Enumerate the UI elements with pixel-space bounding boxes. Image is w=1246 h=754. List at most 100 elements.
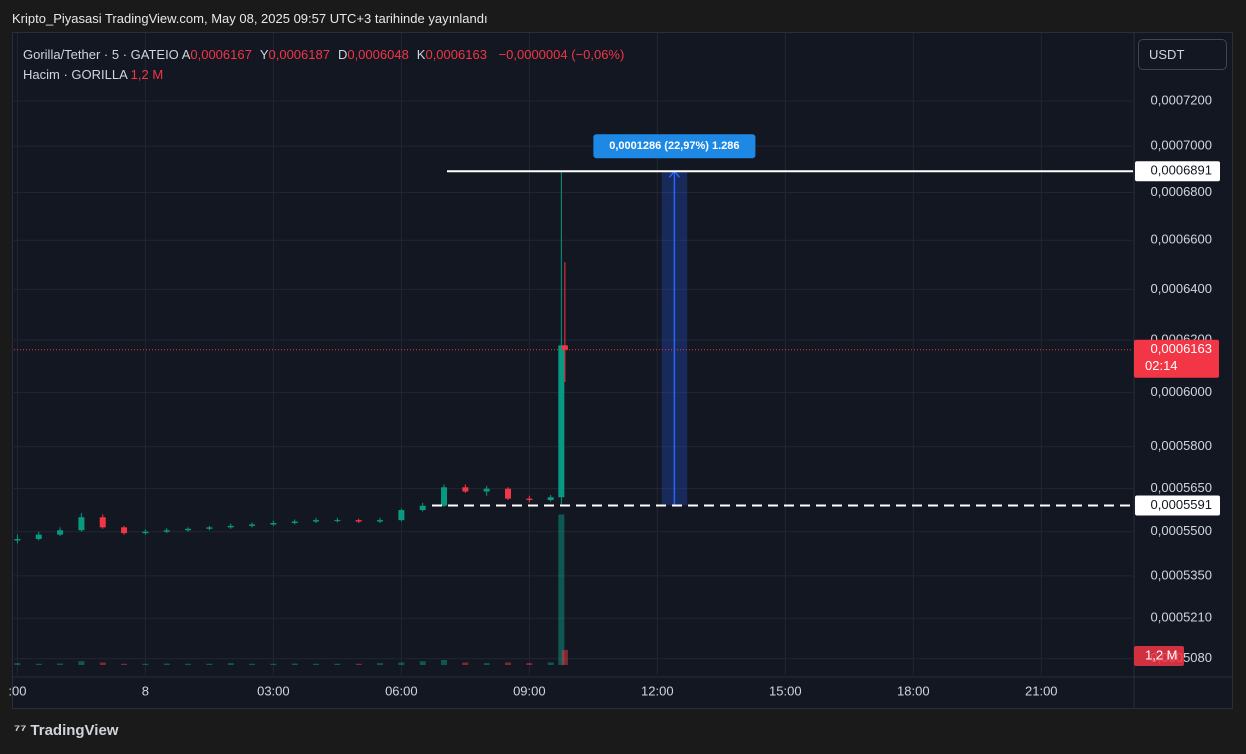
y-tick-label: 0,0005650 [1151,480,1212,495]
volume-name: Hacim · GORILLA [23,67,128,82]
ohlc-key: A [181,47,191,62]
countdown: 02:14 [1145,358,1178,373]
footer: ⁷⁷ TradingView [14,722,118,739]
volume-bar [206,663,213,665]
volume-bar [547,662,554,665]
volume-bar [291,663,298,665]
x-tick-label: 15:00 [769,683,802,698]
volume-bar [355,663,362,665]
volume-bar [249,663,256,665]
ohlc-value: 0,0006163 [425,47,487,62]
y-tick-label: 0,0005500 [1151,523,1212,538]
y-tick-label: 0,0007000 [1151,138,1212,153]
candle-body [121,527,128,534]
line-price-label: 0,0005591 [1151,497,1212,512]
volume-value: 1,2 M [130,67,164,82]
ohlc-key: K [416,47,426,62]
candle-body [313,520,320,522]
candle-body [206,527,213,529]
candle-body [57,530,64,535]
ohlc: A0,0006167 Y0,0006187 D0,0006048 K0,0006163 [182,47,495,62]
volume-bar [377,663,384,665]
chart-panel [12,32,1233,709]
legend: Gorilla/Tether · 5 · GATEIO A0,0006167 Y0… [23,45,632,85]
x-tick-label: 06:00 [385,683,418,698]
candle-body [14,538,21,541]
volume-tag-label: 1,2 M [1145,647,1178,662]
candle-body [462,487,469,492]
legend-row: Hacim · GORILLA 1,2 M [23,65,632,85]
candle-body [185,528,192,531]
y-tick-label: 0,0007200 [1151,93,1212,108]
candle-body [526,498,533,501]
line-price-tag [1135,495,1220,516]
measure-label-text: 0,0001286 (22,97%) 1.286 [609,140,739,152]
volume-bar [270,663,277,665]
candle-body [334,520,341,522]
publish-title: Kripto_Piyasasi TradingView.com, May 08,… [12,11,488,26]
x-tick-label: 12:00 [641,683,674,698]
measure-label-box [593,134,756,159]
candle-body [249,524,256,526]
y-tick-label: 0,0005800 [1151,438,1212,453]
candle-body [419,505,426,511]
y-tick-label: 0,0005210 [1151,610,1212,625]
volume-bar [558,514,565,665]
candle-body [547,497,554,501]
volume-tag [1134,646,1184,666]
candle-body [561,345,568,350]
volume-bar [185,663,192,665]
volume-bar [99,662,106,665]
volume-bar [505,662,512,665]
line-price-tag [1135,161,1220,182]
brand: TradingView [30,722,119,739]
volume-bar [441,659,448,665]
volume-bar [57,663,64,665]
candle-body [398,510,405,521]
y-tick-label: 0,0005350 [1151,567,1212,582]
volume-bar [163,663,170,665]
y-tick-label: 0,0006400 [1151,281,1212,296]
y-tick-label: 0,0006800 [1151,184,1212,199]
candle-body [441,487,448,506]
y-tick-label: 0,0006000 [1151,384,1212,399]
volume-bar [526,663,533,665]
last-price-tag [1134,339,1219,378]
ohlc-key: D [337,47,348,62]
x-tick-label: 03:00 [257,683,290,698]
candle-body [505,488,512,499]
change: −0,0000004 (−0,06%) [498,47,625,62]
volume-bar [227,663,234,665]
volume-bar [121,663,128,665]
volume-bar [462,662,469,665]
candle-body [558,345,565,498]
volume-bar [35,663,42,665]
candle-body [142,531,149,534]
volume-bar [561,649,568,665]
volume-bar [142,663,149,665]
candle-body [270,523,277,525]
currency-button[interactable]: USDT [1138,39,1227,70]
symbol: Gorilla/Tether · 5 · GATEIO [23,47,179,62]
line-price-label: 0,0006891 [1151,163,1212,178]
volume-bar [78,661,85,665]
x-tick-label: 21:00 [1025,683,1058,698]
candle-body [377,520,384,522]
candle-body [78,517,85,531]
ohlc-value: 0,0006187 [268,47,330,62]
ohlc-key: Y [259,47,269,62]
volume-bar [14,663,21,665]
volume-bar [483,663,490,665]
candle-body [483,488,490,492]
volume-bar [419,661,426,665]
volume-bar [313,663,320,665]
legend-row: Gorilla/Tether · 5 · GATEIO A0,0006167 Y0… [23,45,632,65]
candle-body [227,525,234,528]
x-tick-label: 8 [142,683,149,698]
candle-body [355,520,362,522]
volume-bar [334,663,341,665]
candle-body [291,521,298,524]
x-tick-label: :00 [8,683,26,698]
measure-label: 0,0001286 (22,97%) 1.286 [593,134,756,159]
